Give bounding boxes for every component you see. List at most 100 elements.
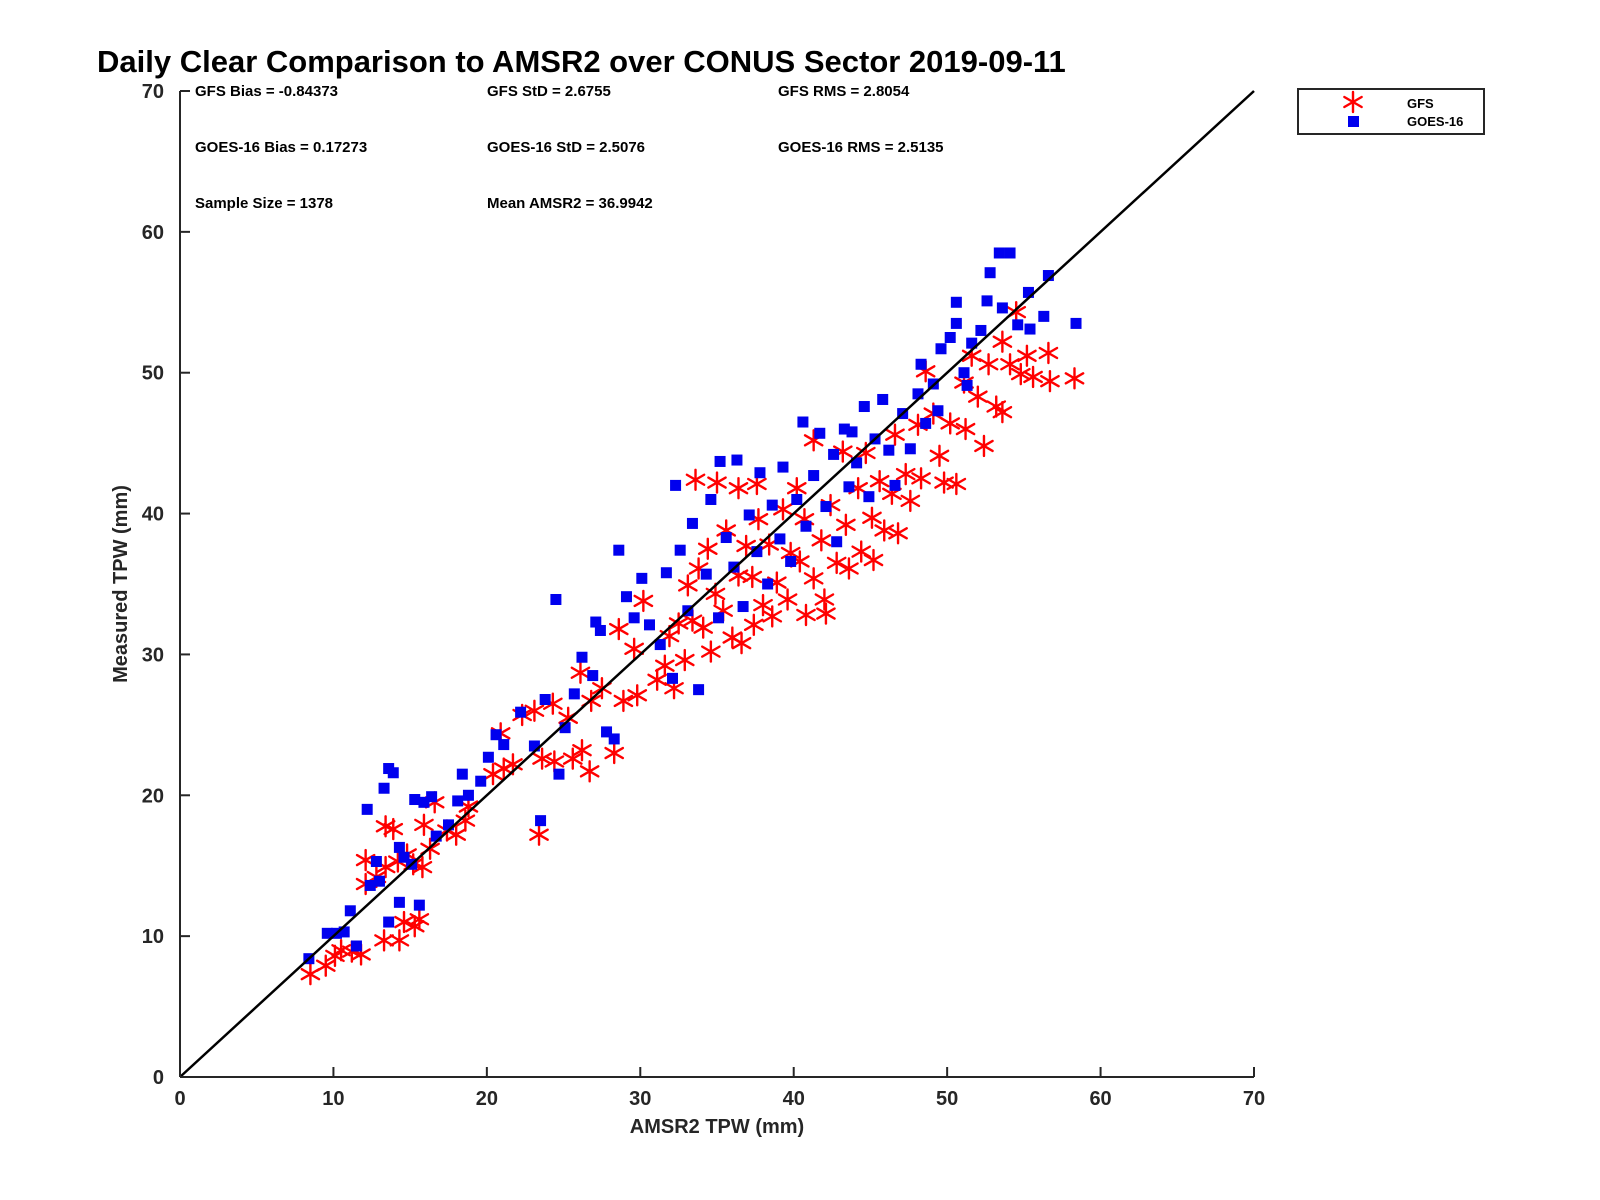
gfs-point (677, 574, 698, 597)
goes-16-point (430, 830, 442, 842)
gfs-point (674, 648, 695, 672)
gfs-point (524, 699, 545, 722)
gfs-point (647, 668, 668, 691)
goes-16-point (370, 855, 382, 867)
goes-16-point (863, 491, 875, 503)
gfs-point (579, 760, 600, 783)
gfs-point (743, 613, 764, 637)
goes-16-point (1070, 317, 1082, 329)
goes-16-point (904, 443, 916, 455)
goes-16-point (831, 536, 843, 548)
goes-16-point (576, 651, 588, 663)
goes-16-point (766, 499, 778, 511)
goes-16-point (1024, 323, 1036, 335)
goes-16-point (568, 688, 580, 700)
stat-sample-size: Sample Size = 1378 (195, 195, 333, 212)
goes-16-point (944, 332, 956, 343)
gfs-point (1010, 362, 1031, 386)
y-tick-label: 70 (142, 81, 164, 103)
goes-16-point (393, 896, 405, 908)
goes-16-point (800, 520, 812, 532)
x-tick-label: 30 (629, 1088, 651, 1110)
goes-16-point (443, 819, 454, 831)
legend: GFS GOES-16 (1297, 88, 1485, 135)
goes-16-point (693, 684, 705, 696)
goes-16-point (344, 905, 356, 917)
goes-16-point (452, 795, 464, 807)
y-tick-label: 40 (142, 504, 164, 526)
goes-16-point (846, 426, 858, 438)
goes-16-point (713, 612, 725, 624)
goes-16-point (797, 416, 809, 428)
goes-16-point (720, 532, 732, 544)
stat-goes-bias: GOES-16 Bias = 0.17273 (195, 139, 367, 156)
goes-16-point (808, 470, 820, 482)
gfs-point (955, 417, 976, 441)
goes-16-point (820, 501, 832, 513)
gfs-point (1064, 367, 1085, 390)
axes (179, 91, 1254, 1078)
goes-16-point (966, 337, 978, 349)
goes-16-point (984, 267, 996, 279)
gfs-point (544, 750, 565, 773)
legend-goes-label: GOES-16 (1407, 114, 1463, 129)
gfs-point (1038, 341, 1059, 365)
goes-16-point (838, 423, 850, 435)
x-tick-label: 70 (1243, 1088, 1265, 1110)
stats-box: GFS Bias = -0.84373 GFS StD = 2.6755 GFS… (195, 83, 944, 212)
gfs-point (888, 522, 908, 545)
stat-goes-rms: GOES-16 RMS = 2.5135 (778, 139, 944, 156)
goes-16-point (321, 927, 333, 939)
goes-16-point (398, 851, 410, 863)
goes-16-point (393, 841, 405, 853)
goes-16-point (883, 444, 895, 456)
gfs-point (394, 910, 414, 934)
gfs-point (762, 605, 783, 628)
gfs-point (836, 513, 856, 537)
goes-16-point (981, 295, 993, 307)
y-tick-label: 20 (142, 785, 164, 807)
goes-16-point (535, 815, 547, 827)
goes-16-point (539, 694, 551, 706)
x-tick-label: 40 (783, 1088, 805, 1110)
gfs-point (572, 739, 592, 762)
goes-16-point (1038, 310, 1050, 322)
goes-16-point (950, 317, 962, 329)
goes-16-point (851, 457, 863, 469)
gfs-point (911, 467, 931, 490)
gfs-point (895, 462, 916, 486)
gfs-point (814, 588, 835, 611)
goes-16-point (1042, 270, 1054, 282)
goes-16-point (475, 775, 487, 787)
legend-gfs-marker (1343, 90, 1363, 114)
gfs-point (693, 616, 714, 639)
goes-16-point (498, 739, 510, 751)
gfs-point (570, 661, 591, 684)
goes-16-point (620, 591, 632, 603)
gfs-point (851, 540, 872, 563)
gfs-point (946, 472, 967, 496)
gfs-point (532, 747, 552, 770)
gfs-point (383, 817, 404, 841)
gfs-point (627, 684, 648, 707)
gfs-point (1017, 344, 1037, 368)
gfs-point (811, 529, 832, 552)
gfs-point (685, 468, 706, 491)
goes-16-point (915, 358, 927, 370)
stat-goes-std: GOES-16 StD = 2.5076 (487, 139, 645, 156)
gfs-point (668, 612, 689, 635)
goes-16-point (361, 803, 373, 815)
goes-16-point (920, 417, 932, 429)
y-tick-label: 50 (142, 363, 164, 385)
gfs-point (633, 589, 654, 613)
gfs-point (940, 412, 961, 435)
stat-gfs-std: GFS StD = 2.6755 (487, 83, 611, 100)
goes-16-point (814, 427, 826, 439)
goes-16-point (785, 555, 797, 567)
goes-16-point (338, 926, 350, 938)
legend-box (1297, 88, 1485, 135)
goes-16-point (550, 593, 562, 605)
goes-16-point (608, 733, 620, 745)
goes-16-point (754, 467, 766, 479)
goes-16-point (993, 247, 1005, 259)
